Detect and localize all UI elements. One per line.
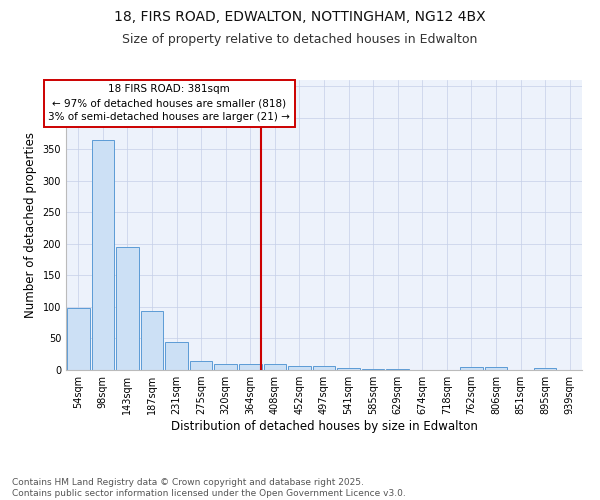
Text: Contains HM Land Registry data © Crown copyright and database right 2025.
Contai: Contains HM Land Registry data © Crown c… bbox=[12, 478, 406, 498]
Bar bbox=[92, 140, 114, 370]
Bar bbox=[313, 366, 335, 370]
Bar bbox=[288, 366, 311, 370]
X-axis label: Distribution of detached houses by size in Edwalton: Distribution of detached houses by size … bbox=[170, 420, 478, 433]
Bar bbox=[214, 364, 237, 370]
Bar bbox=[165, 342, 188, 370]
Bar bbox=[116, 247, 139, 370]
Bar bbox=[67, 308, 89, 370]
Bar bbox=[239, 364, 262, 370]
Bar bbox=[534, 368, 556, 370]
Text: 18 FIRS ROAD: 381sqm
← 97% of detached houses are smaller (818)
3% of semi-detac: 18 FIRS ROAD: 381sqm ← 97% of detached h… bbox=[48, 84, 290, 122]
Bar bbox=[485, 367, 508, 370]
Y-axis label: Number of detached properties: Number of detached properties bbox=[24, 132, 37, 318]
Text: 18, FIRS ROAD, EDWALTON, NOTTINGHAM, NG12 4BX: 18, FIRS ROAD, EDWALTON, NOTTINGHAM, NG1… bbox=[114, 10, 486, 24]
Text: Size of property relative to detached houses in Edwalton: Size of property relative to detached ho… bbox=[122, 32, 478, 46]
Bar bbox=[190, 360, 212, 370]
Bar bbox=[460, 367, 483, 370]
Bar bbox=[337, 368, 360, 370]
Bar bbox=[140, 312, 163, 370]
Bar bbox=[263, 364, 286, 370]
